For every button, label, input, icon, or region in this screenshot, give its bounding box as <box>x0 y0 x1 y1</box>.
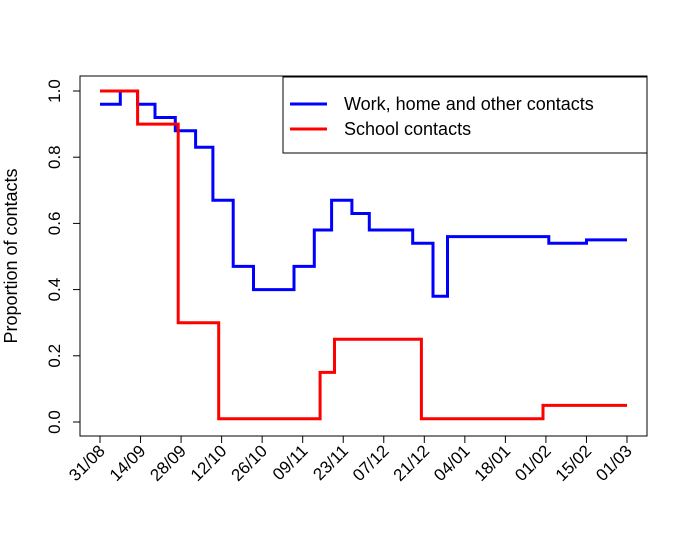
x-tick-label: 21/12 <box>390 441 434 485</box>
y-tick-label: 0.2 <box>45 344 64 368</box>
x-tick-label: 04/01 <box>430 441 474 485</box>
y-tick-label: 0.6 <box>45 212 64 236</box>
x-tick-label: 01/02 <box>511 441 555 485</box>
legend-label-school: School contacts <box>344 119 471 139</box>
legend: Work, home and other contacts School con… <box>282 76 648 154</box>
x-axis: 31/0814/0928/0912/1026/1009/1123/1107/12… <box>65 436 636 485</box>
x-tick-label: 15/02 <box>552 441 596 485</box>
y-axis-title: Proportion of contacts <box>1 168 21 343</box>
y-tick-label: 0.8 <box>45 145 64 169</box>
x-tick-label: 18/01 <box>471 441 515 485</box>
series-line-school <box>100 89 627 421</box>
y-axis: 0.0 0.2 0.4 0.6 0.8 1.0 <box>45 79 80 434</box>
legend-label-work: Work, home and other contacts <box>344 94 594 114</box>
x-tick-label: 14/09 <box>106 441 150 485</box>
x-tick-label: 09/11 <box>269 441 312 484</box>
y-tick-label: 1.0 <box>45 79 64 103</box>
series-line-work <box>100 89 627 298</box>
x-tick-label: 23/11 <box>309 441 352 484</box>
x-tick-label: 12/10 <box>187 441 231 485</box>
series-layer <box>100 89 627 421</box>
x-tick-label: 31/08 <box>65 441 109 485</box>
x-tick-label: 07/12 <box>349 441 393 485</box>
plot-frame <box>79 75 648 437</box>
y-tick-label: 0.4 <box>45 278 64 302</box>
x-tick-label: 01/03 <box>592 441 636 485</box>
x-tick-label: 26/10 <box>227 441 271 485</box>
x-tick-label: 28/09 <box>146 441 190 485</box>
legend-box <box>282 76 648 154</box>
y-tick-label: 0.0 <box>45 410 64 434</box>
